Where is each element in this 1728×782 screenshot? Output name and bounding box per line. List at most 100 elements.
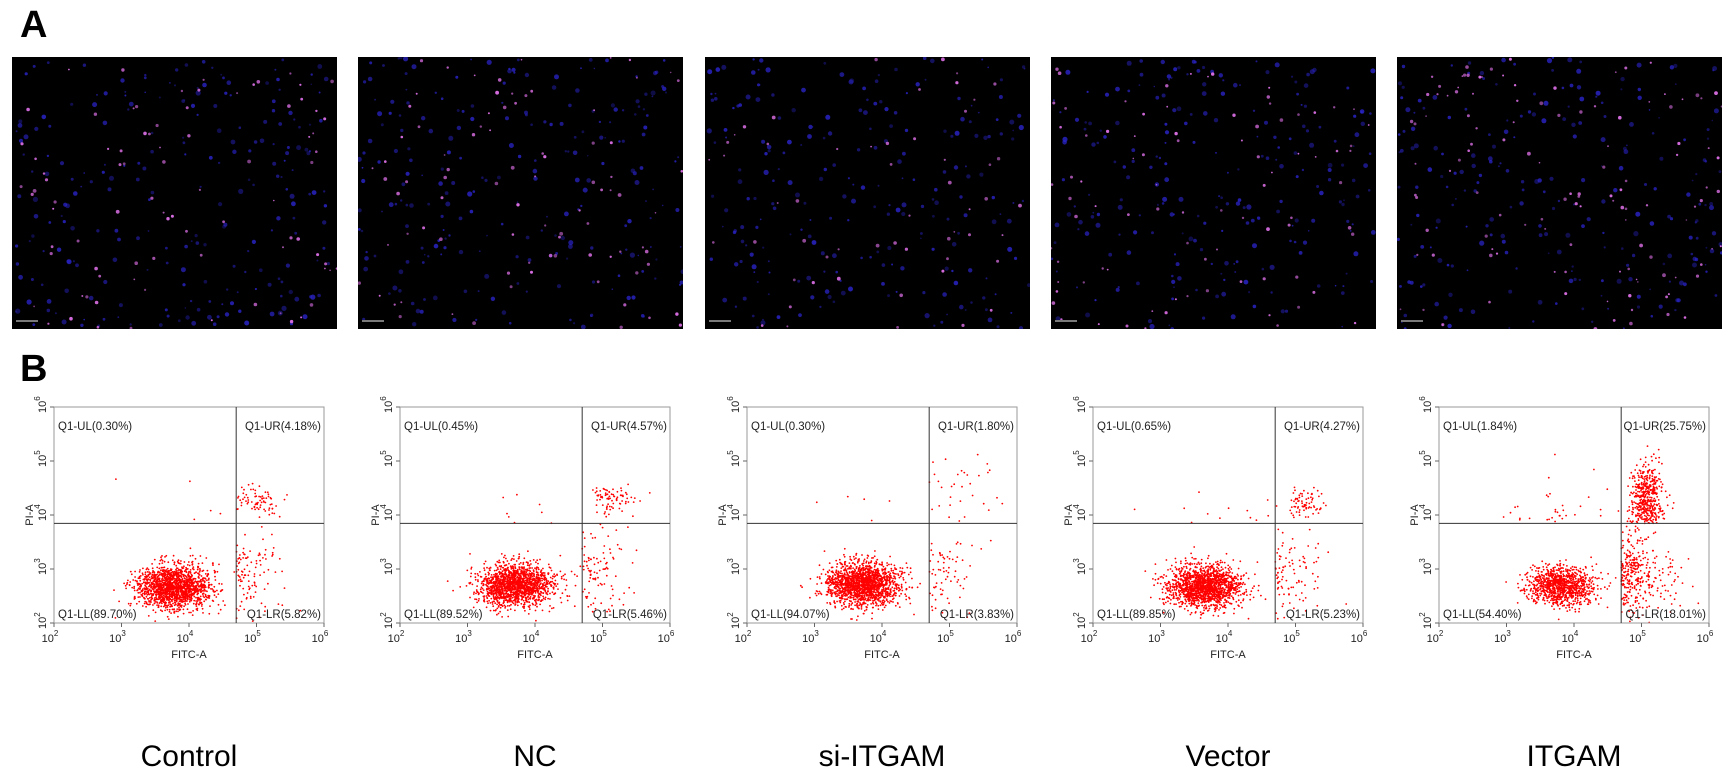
event-dot [520,594,522,597]
event-dot [498,573,501,576]
event-dot [483,567,485,569]
nucleus-dot [849,78,855,84]
nucleus-dot [1706,128,1710,132]
nucleus-dot [265,81,269,85]
apoptotic-dot [1540,217,1544,221]
nucleus-dot [554,234,557,237]
apoptotic-dot [1674,276,1677,279]
nucleus-dot [1683,282,1687,287]
nucleus-dot [1017,113,1022,118]
nucleus-dot [82,63,87,67]
nucleus-dot [461,109,465,113]
nucleus-dot [247,178,251,182]
event-dot [264,548,267,551]
nucleus-dot [32,323,36,326]
nucleus-dot [641,132,646,137]
nucleus-dot [1052,99,1055,102]
nucleus-dot [734,262,739,267]
nucleus-dot [1202,82,1207,87]
event-dot [169,574,172,577]
apoptotic-dot [1335,149,1339,153]
event-dot [497,605,500,607]
event-dot [193,591,196,594]
event-dot [514,567,517,570]
event-dot [156,602,159,604]
event-dot [150,586,152,589]
nucleus-dot [586,154,589,157]
nucleus-dot [452,317,457,323]
event-dot [242,587,245,590]
nucleus-dot [998,95,1003,99]
apoptotic-dot [1527,151,1531,156]
apoptotic-dot [760,324,764,327]
nucleus-dot [985,308,988,312]
nucleus-dot [1243,279,1249,285]
nucleus-dot [1213,118,1219,123]
nucleus-dot [1302,240,1308,245]
nucleus-dot [1192,140,1196,144]
nucleus-dot [742,296,747,301]
event-dot [494,563,497,566]
nucleus-dot [825,114,831,120]
nucleus-dot [1085,312,1091,318]
nucleus-dot [1318,125,1322,129]
event-dot [153,571,156,574]
apoptotic-dot [199,253,203,257]
nucleus-dot [420,246,424,250]
apoptotic-dot [419,59,424,63]
event-dot [161,597,164,600]
event-dot [178,562,181,565]
nucleus-dot [1173,67,1178,72]
event-dot [503,589,506,592]
event-dot [518,557,520,560]
event-dot [134,576,136,578]
event-dot [493,573,495,576]
nucleus-dot [1119,198,1123,202]
nucleus-dot [1221,291,1227,297]
event-dot [170,577,173,580]
nucleus-dot [1172,108,1177,113]
nucleus-dot [751,264,757,270]
event-dot [153,602,156,605]
event-dot [178,571,181,574]
nucleus-dot [477,290,480,293]
nucleus-dot [232,264,236,268]
nucleus-dot [226,80,232,85]
nucleus-dot [92,102,98,108]
event-dot [200,580,203,583]
nucleus-dot [291,201,296,207]
event-dot [131,586,134,589]
nucleus-dot [1433,145,1438,151]
nucleus-dot [1355,194,1360,199]
event-dot [259,553,261,556]
event-dot [492,584,494,587]
event-dot [182,612,185,615]
nucleus-dot [217,161,221,165]
nucleus-dot [1021,65,1026,69]
event-dot [530,591,532,594]
nucleus-dot [360,229,364,233]
apoptotic-dot [1297,305,1301,309]
event-dot [150,601,152,603]
event-dot [188,611,191,614]
event-dot [511,593,514,596]
nucleus-dot [1126,250,1132,255]
nucleus-dot [797,279,801,283]
event-dot [145,595,148,598]
event-dot [197,575,200,578]
apoptotic-dot [1593,327,1598,329]
nucleus-dot [613,107,618,112]
nucleus-dot [709,257,713,261]
apoptotic-dot [1700,263,1703,266]
nucleus-dot [406,101,410,105]
nucleus-dot [1090,215,1095,219]
event-dot [259,564,262,566]
nucleus-dot [1351,178,1356,183]
event-dot [508,577,511,579]
apoptotic-dot [282,246,284,249]
event-dot [139,579,142,582]
event-dot [169,593,171,596]
nucleus-dot [440,97,444,100]
event-dot [489,602,492,604]
nucleus-dot [1078,219,1083,225]
